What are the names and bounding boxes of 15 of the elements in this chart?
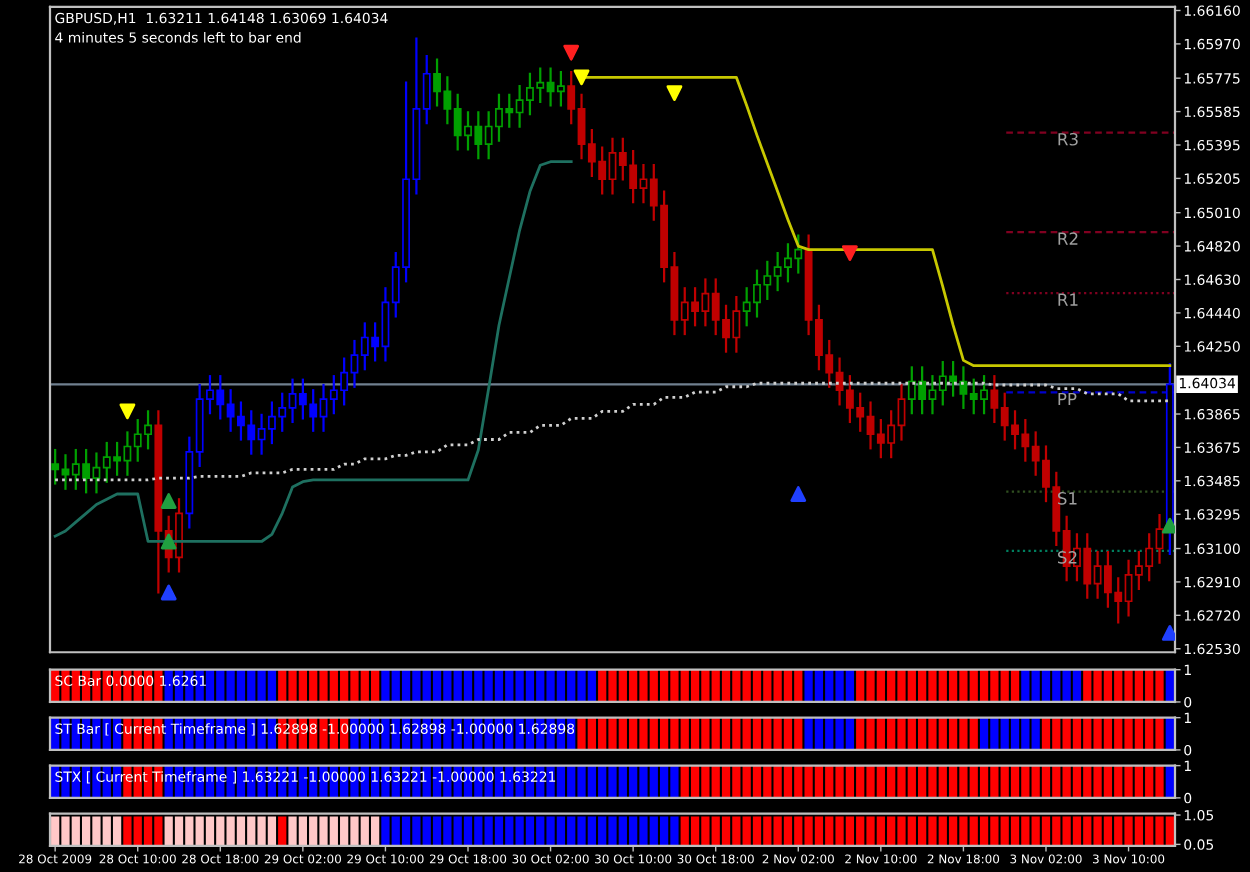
- point: [841, 245, 858, 262]
- point: [563, 44, 580, 61]
- point: [573, 69, 590, 86]
- ref-line-label: R1: [1058, 293, 1078, 306]
- ref-line-label: PP: [1058, 392, 1077, 406]
- point: [160, 584, 177, 601]
- point: [160, 533, 177, 550]
- ref-line-label: R3: [1058, 132, 1078, 146]
- point: [160, 493, 177, 509]
- point: [1161, 625, 1175, 641]
- point: [666, 85, 683, 102]
- point: [790, 486, 807, 502]
- point: [1161, 517, 1175, 534]
- point: [119, 403, 136, 420]
- ref-line-label: R2: [1058, 232, 1078, 245]
